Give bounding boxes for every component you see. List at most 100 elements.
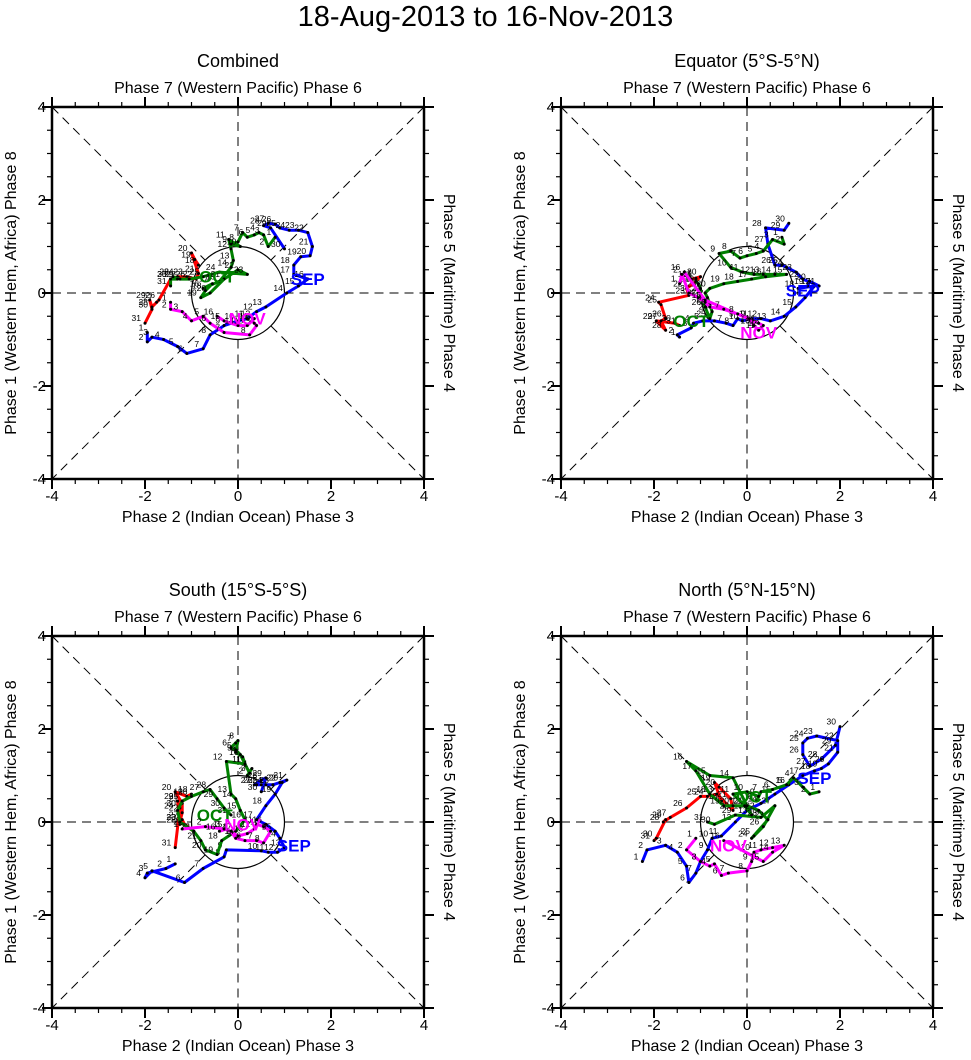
- data-point: [712, 319, 716, 323]
- data-point: [250, 767, 254, 771]
- phase-divider-line: [270, 854, 425, 1009]
- data-point: [685, 806, 689, 810]
- day-label: 6: [738, 246, 743, 256]
- data-point: [801, 753, 805, 757]
- day-label: 9: [750, 786, 755, 796]
- day-label: 6: [239, 227, 244, 237]
- day-label: 21: [299, 237, 309, 247]
- x-axis-label: Phase 2 (Indian Ocean) Phase 3: [631, 509, 863, 526]
- day-label: 22: [824, 731, 834, 741]
- day-label: 24: [164, 267, 174, 277]
- data-point: [703, 298, 707, 302]
- data-point: [220, 839, 224, 843]
- y-tick-label: 2: [38, 192, 46, 209]
- day-label: 20: [197, 283, 207, 293]
- data-point: [750, 277, 754, 281]
- day-label: 11: [720, 784, 729, 794]
- day-label: 25: [768, 255, 778, 265]
- data-point: [708, 305, 712, 309]
- y-tick-label: 0: [38, 814, 46, 831]
- day-label: 9: [248, 316, 253, 326]
- x-tick-label: 4: [420, 488, 428, 505]
- data-point: [708, 774, 712, 777]
- day-label: 8: [229, 232, 234, 242]
- phase-divider-line: [560, 325, 715, 480]
- data-point: [768, 319, 772, 323]
- data-point: [231, 258, 235, 262]
- data-point: [308, 254, 312, 258]
- data-point: [229, 792, 233, 796]
- data-point: [694, 769, 698, 773]
- right-axis-label: Phase 5 (Maritime) Phase 4: [440, 723, 457, 921]
- data-point: [785, 783, 789, 787]
- panel-north: North (5°N-15°N) Phase 7 (Western Pacific…: [512, 580, 966, 1055]
- data-point: [675, 850, 679, 854]
- data-point: [229, 265, 233, 269]
- day-label: 24: [645, 292, 655, 302]
- day-label: 19: [262, 784, 272, 794]
- day-label: 5: [696, 292, 701, 302]
- day-label: 28: [652, 320, 662, 330]
- data-point: [743, 804, 747, 808]
- data-point: [229, 813, 233, 817]
- data-point: [689, 326, 693, 330]
- day-label: 2: [638, 840, 643, 850]
- data-point: [745, 804, 749, 808]
- day-label: 7: [720, 863, 725, 873]
- data-point: [143, 321, 147, 325]
- data-point: [736, 279, 740, 283]
- trajectory-line: [641, 726, 842, 884]
- data-point: [745, 790, 749, 794]
- day-label: 17: [222, 821, 232, 831]
- data-point: [173, 846, 177, 850]
- day-label: 21: [734, 796, 744, 806]
- day-label: 11: [232, 754, 241, 764]
- data-point: [785, 265, 789, 269]
- data-point: [201, 790, 205, 794]
- day-label: 26: [171, 814, 181, 824]
- data-point: [731, 804, 735, 808]
- data-point: [808, 279, 812, 283]
- data-point: [819, 767, 823, 771]
- data-point: [761, 324, 765, 328]
- day-label: 7: [215, 323, 220, 333]
- day-label: 29: [771, 220, 781, 230]
- data-point: [176, 344, 180, 348]
- day-label: 30: [166, 798, 176, 808]
- data-point: [705, 848, 709, 852]
- data-point: [283, 247, 286, 251]
- data-point: [145, 331, 149, 335]
- data-point: [236, 739, 240, 743]
- day-label: 20: [297, 246, 307, 256]
- day-label: 29: [136, 290, 146, 300]
- month-label: OCT: [197, 806, 234, 825]
- phase-divider-line: [51, 106, 206, 261]
- day-label: 2: [139, 332, 144, 342]
- day-label: 15: [227, 800, 237, 810]
- phase-divider-line: [779, 325, 934, 480]
- day-label: 23: [166, 812, 176, 822]
- x-tick-label: 4: [420, 1017, 428, 1034]
- data-point: [296, 228, 300, 232]
- data-point: [173, 790, 177, 794]
- data-point: [675, 333, 679, 337]
- data-point: [724, 321, 728, 325]
- data-point: [792, 776, 795, 780]
- data-point: [692, 321, 696, 325]
- data-point: [229, 746, 233, 750]
- data-point: [703, 291, 707, 295]
- day-label: 22: [266, 772, 276, 782]
- day-label: 29: [164, 269, 174, 279]
- day-label: 6: [701, 297, 706, 307]
- day-label: 11: [255, 842, 264, 852]
- day-label: 14: [273, 283, 283, 293]
- data-point: [805, 284, 809, 288]
- day-label: 1: [266, 227, 271, 237]
- data-point: [208, 321, 212, 325]
- day-label: 7: [234, 223, 239, 233]
- data-point: [726, 871, 730, 875]
- day-label: 6: [680, 872, 685, 882]
- data-point: [150, 335, 154, 339]
- trajectory-line: [182, 822, 273, 845]
